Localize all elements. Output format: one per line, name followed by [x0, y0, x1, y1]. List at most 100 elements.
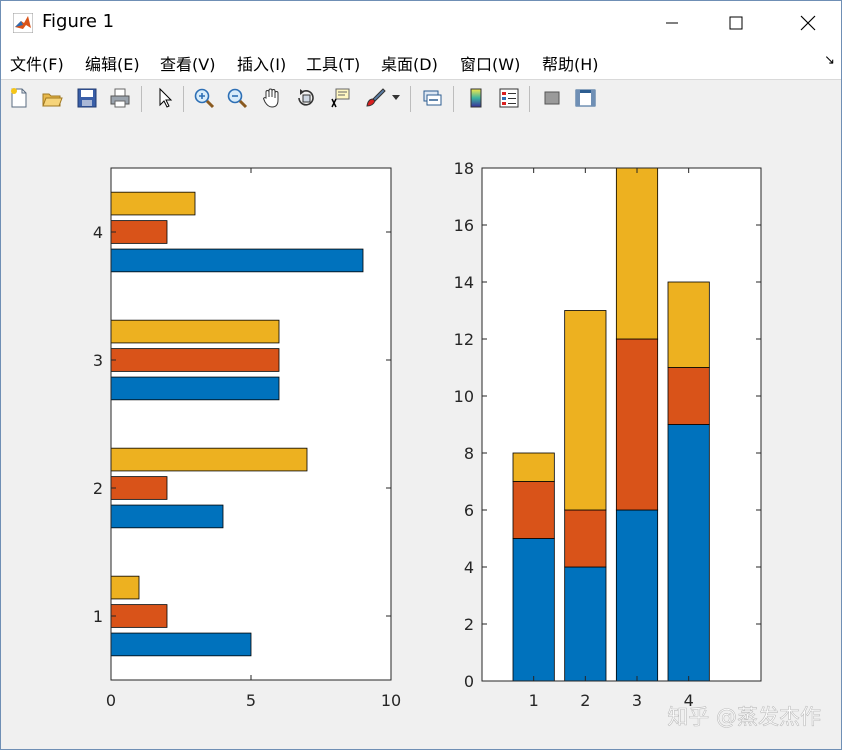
colorbar-icon: [470, 88, 482, 108]
rotate-3d-icon: [298, 89, 314, 106]
right-ytick-label: 4: [464, 558, 474, 577]
left-bar-series2-cat2: [110, 476, 168, 500]
zoom-in-icon: [194, 88, 215, 109]
menu-tools[interactable]: 工具(T): [306, 55, 361, 74]
left-bar-series1-cat3: [110, 376, 280, 401]
right-xtick-label: 2: [580, 691, 590, 710]
menu-help[interactable]: 帮助(H): [542, 55, 599, 74]
menu-window[interactable]: 窗口(W): [460, 55, 521, 74]
left-bar-series1-cat2: [110, 504, 224, 529]
left-bar-series3-cat1: [110, 575, 140, 600]
right-ytick-label: 12: [454, 330, 474, 349]
print-icon: [110, 88, 130, 108]
right-bar-series1-cat1: [512, 538, 555, 682]
left-ytick-label: 4: [93, 223, 103, 242]
right-bar-series3-cat3: [615, 167, 659, 340]
left-ytick-label: 3: [93, 351, 103, 370]
right-bar-series3-cat4: [667, 281, 710, 368]
left-bar-series3-cat3: [110, 319, 280, 344]
left-xtick-label: 0: [106, 691, 116, 710]
zoom-out-icon: [227, 88, 248, 109]
link-plot-icon: [423, 90, 442, 106]
left-bar-series3-cat2: [110, 447, 308, 472]
right-bar-series2-cat1: [512, 481, 555, 539]
right-xtick-label: 1: [529, 691, 539, 710]
toolbar-separator: [453, 86, 454, 112]
right-ytick-label: 6: [464, 501, 474, 520]
right-bar-series3-cat2: [564, 310, 607, 511]
right-bar-series1-cat3: [615, 509, 659, 682]
legend-button[interactable]: [495, 84, 523, 112]
pan-button[interactable]: [258, 84, 286, 112]
print-button[interactable]: [106, 84, 134, 112]
brush-dropdown[interactable]: [389, 84, 403, 112]
colorbar-button[interactable]: [462, 84, 490, 112]
left-ytick-label: 2: [93, 479, 103, 498]
right-ytick-label: 0: [464, 672, 474, 691]
left-axes-horizontal-bar: 1 2 3 4 0 5 10: [93, 167, 401, 710]
minimize-button[interactable]: [649, 1, 695, 45]
right-bar-series2-cat3: [615, 338, 659, 511]
save-icon: [77, 88, 97, 108]
right-ytick-label: 14: [454, 273, 474, 292]
link-plot-button[interactable]: [418, 84, 446, 112]
right-bar-series2-cat2: [564, 509, 607, 568]
right-axes-frame: [481, 167, 762, 682]
data-cursor-button[interactable]: [326, 84, 354, 112]
right-ytick-label: 8: [464, 444, 474, 463]
brush-icon: [366, 88, 386, 107]
figure-canvas-area: 1 2 3 4 0 5 10 0 2 4 6 8 10 12 14 16 18 1 2 3 4 知乎 @蒸发杰作: [1, 118, 841, 749]
open-file-icon: [42, 93, 63, 107]
right-ytick-label: 18: [454, 159, 474, 178]
right-bar-series1-cat4: [667, 424, 710, 682]
menu-edit[interactable]: 编辑(E): [85, 55, 140, 74]
right-xtick-label: 3: [632, 691, 642, 710]
right-ytick-label: 2: [464, 615, 474, 634]
maximize-button[interactable]: [713, 1, 759, 45]
show-plot-tools-button[interactable]: [571, 84, 599, 112]
hide-plot-tools-icon: [544, 91, 560, 105]
left-bar-series2-cat4: [110, 220, 168, 244]
toolbar-separator: [529, 86, 530, 112]
save-button[interactable]: [73, 84, 101, 112]
zoom-in-button[interactable]: [190, 84, 218, 112]
rotate-3d-button[interactable]: [292, 84, 320, 112]
toolbar-separator: [141, 86, 142, 112]
edit-plot-arrow-icon: [159, 87, 173, 108]
minimize-icon: [666, 22, 678, 24]
right-bar-series2-cat4: [667, 367, 710, 425]
close-icon: [800, 15, 816, 31]
show-plot-tools-icon: [575, 89, 596, 107]
left-xtick-label: 5: [246, 691, 256, 710]
pan-hand-icon: [262, 88, 279, 108]
edit-plot-button[interactable]: [151, 84, 179, 112]
left-xtick-label: 10: [381, 691, 401, 710]
menu-insert[interactable]: 插入(I): [237, 55, 287, 74]
window-title: Figure 1: [42, 11, 115, 32]
open-file-button[interactable]: [38, 84, 66, 112]
new-figure-icon: [11, 88, 27, 108]
menu-desktop[interactable]: 桌面(D): [381, 55, 438, 74]
right-bar-series3-cat1: [512, 452, 555, 482]
dock-arrow-icon[interactable]: ↘: [824, 53, 835, 68]
hide-plot-tools-button[interactable]: [538, 84, 566, 112]
left-axes-background: [111, 168, 391, 680]
title-bar[interactable]: Figure 1: [1, 1, 841, 45]
close-button[interactable]: [785, 1, 831, 45]
left-bar-series3-cat4: [110, 191, 196, 216]
zoom-out-button[interactable]: [223, 84, 251, 112]
new-figure-button[interactable]: [5, 84, 33, 112]
toolbar-separator: [410, 86, 411, 112]
menu-view[interactable]: 查看(V): [160, 55, 216, 74]
right-bar-series1-cat2: [564, 566, 607, 682]
legend-icon: [499, 88, 519, 108]
toolbar-separator: [183, 86, 184, 112]
right-xtick-label: 4: [684, 691, 694, 710]
left-ytick-label: 1: [93, 607, 103, 626]
menu-file[interactable]: 文件(F): [10, 55, 64, 74]
brush-button[interactable]: [361, 84, 389, 112]
right-ytick-label: 16: [454, 216, 474, 235]
